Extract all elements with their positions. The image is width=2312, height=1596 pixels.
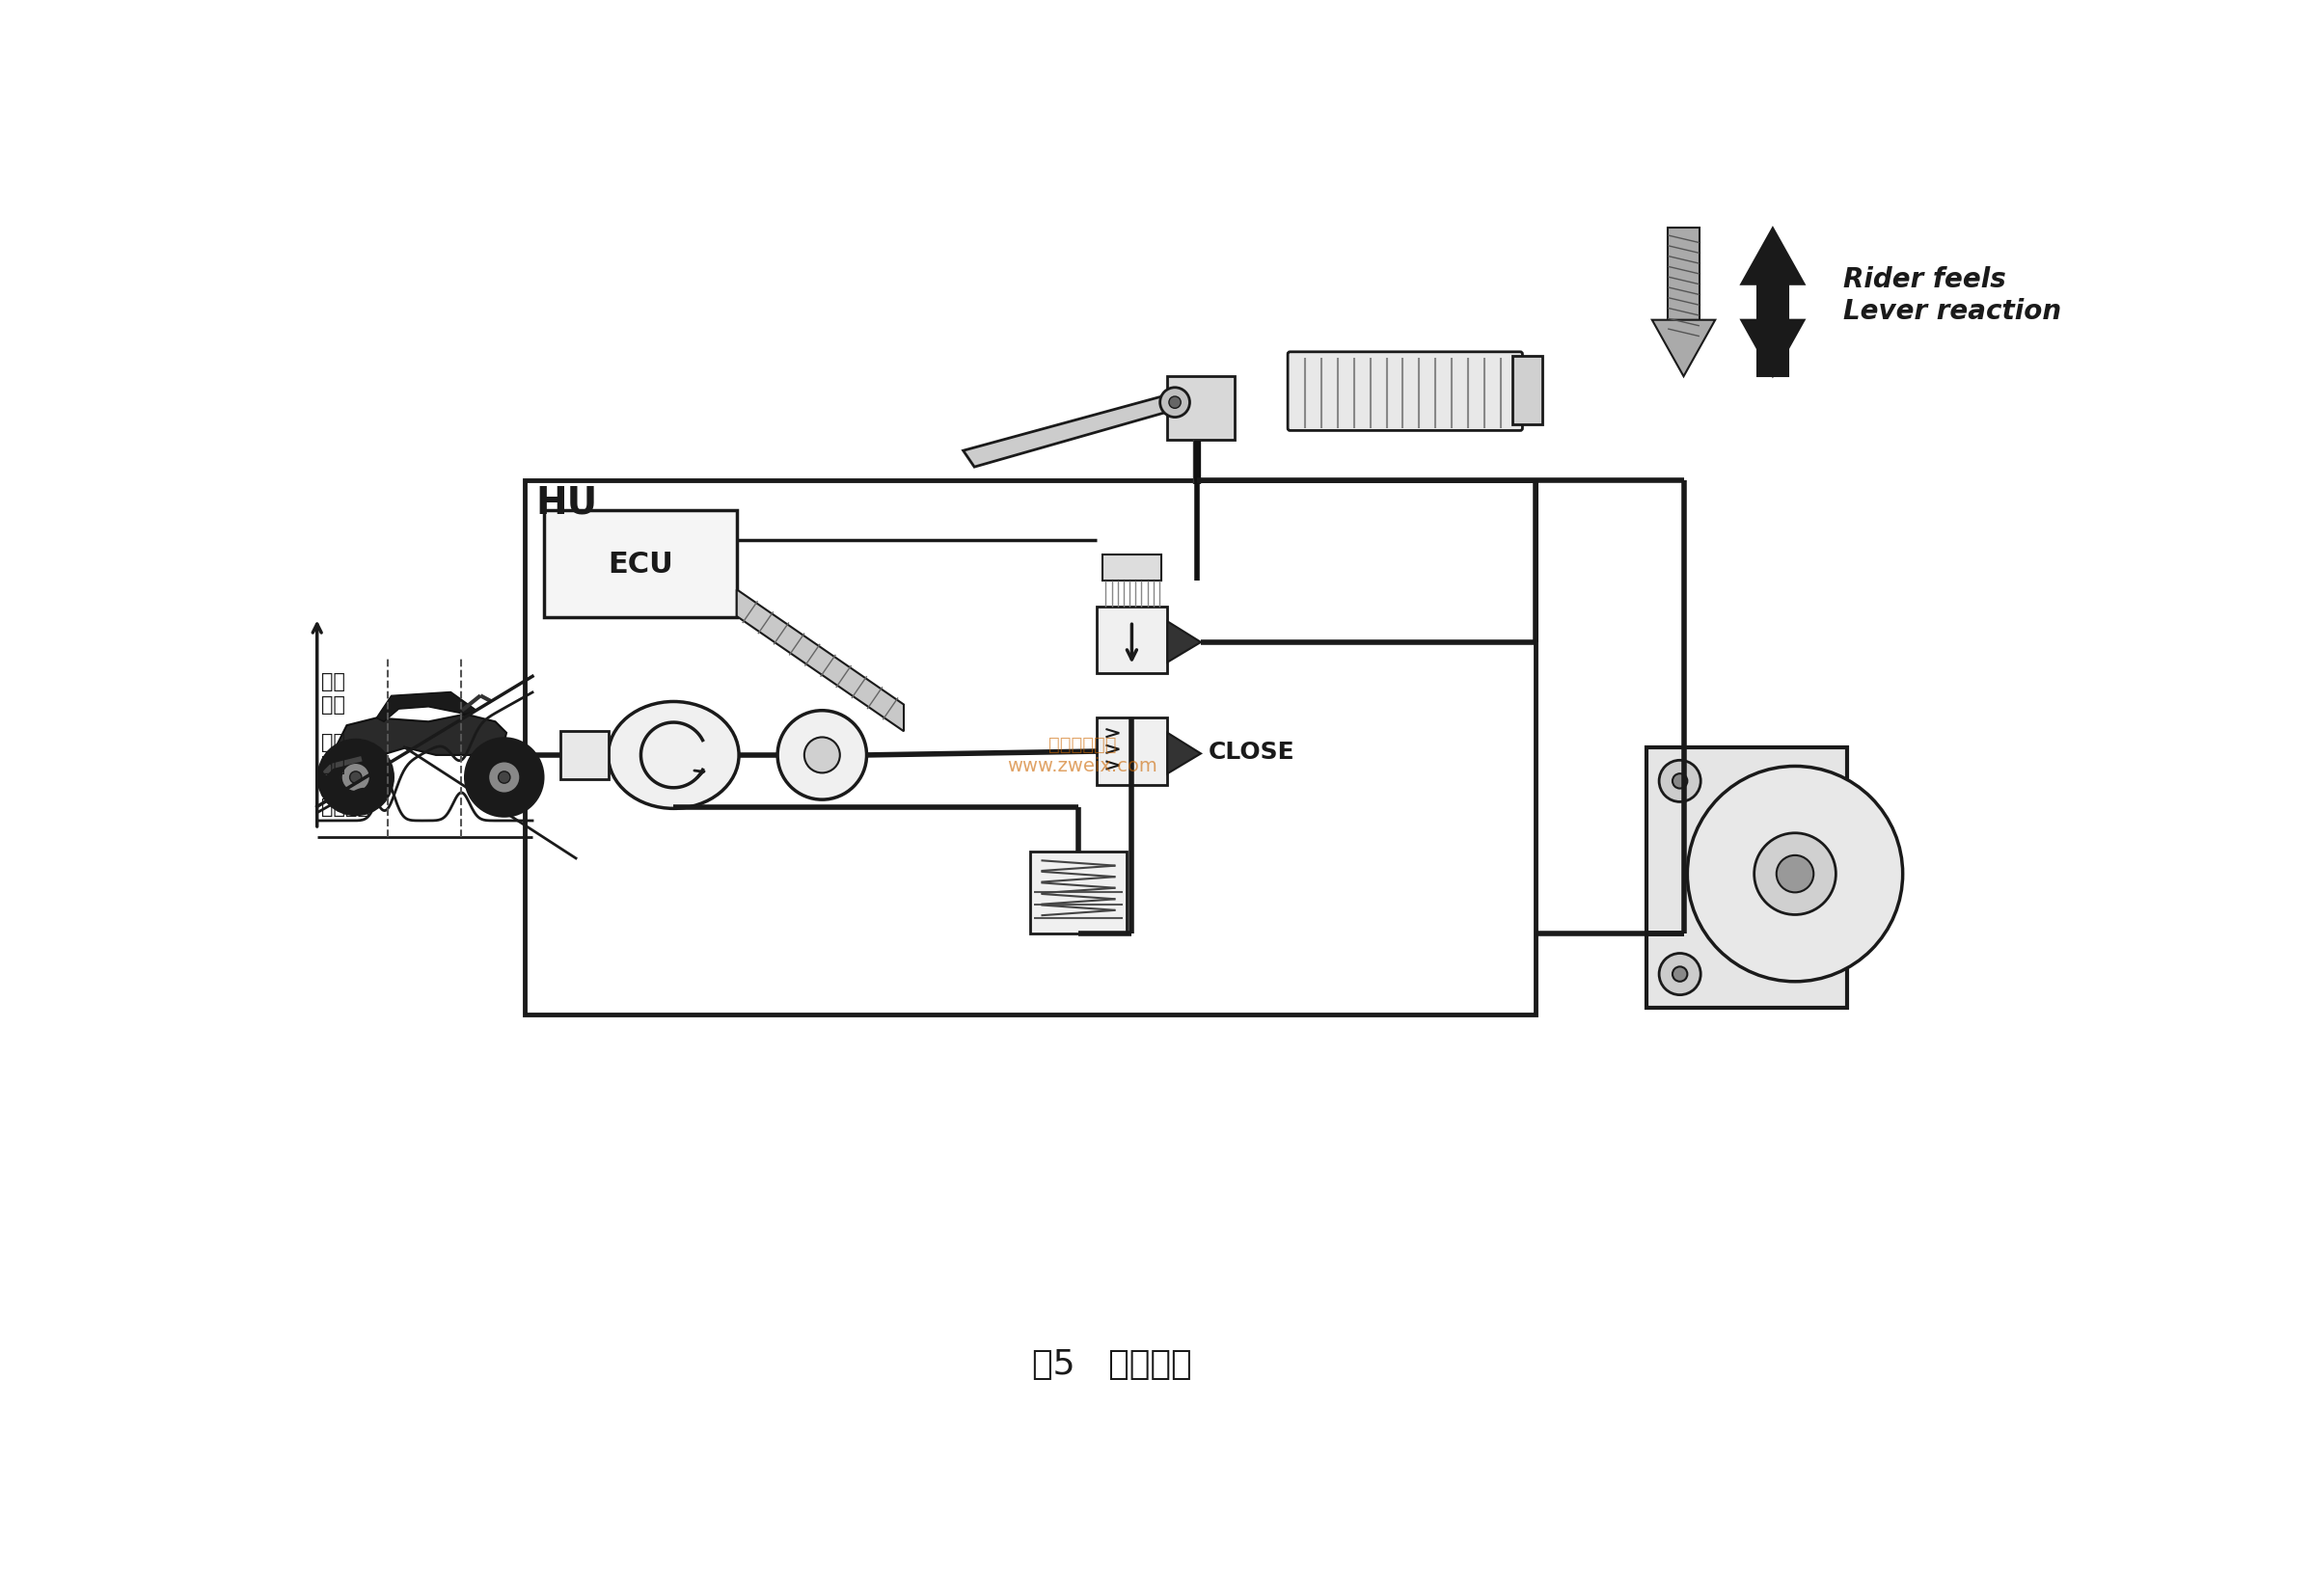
Circle shape [319, 741, 393, 816]
Circle shape [349, 772, 361, 784]
Polygon shape [1741, 228, 1803, 286]
Circle shape [499, 772, 511, 784]
Polygon shape [964, 396, 1174, 468]
Polygon shape [1741, 321, 1803, 377]
Text: 车轮
速度: 车轮 速度 [321, 733, 344, 774]
Circle shape [488, 761, 520, 795]
Circle shape [1776, 855, 1813, 892]
Circle shape [1688, 766, 1903, 982]
Polygon shape [1653, 321, 1716, 377]
Text: Rider feels
Lever reaction: Rider feels Lever reaction [1843, 267, 2062, 324]
Bar [1667, 228, 1699, 321]
Polygon shape [1168, 733, 1200, 774]
Circle shape [465, 739, 543, 817]
Bar [543, 511, 738, 618]
FancyBboxPatch shape [1288, 353, 1524, 431]
Text: HU: HU [536, 485, 599, 522]
Polygon shape [333, 715, 506, 766]
Bar [1031, 852, 1126, 934]
Text: 华强维修手册
www.zweix.com: 华强维修手册 www.zweix.com [1008, 736, 1156, 776]
Text: ECU: ECU [608, 551, 673, 578]
Polygon shape [738, 591, 904, 733]
Bar [1168, 377, 1235, 440]
Circle shape [1672, 774, 1688, 788]
Polygon shape [377, 693, 476, 721]
Bar [525, 480, 1535, 1015]
Circle shape [1660, 954, 1702, 996]
Bar [1096, 606, 1168, 674]
Bar [1103, 555, 1161, 581]
Text: 车体速度: 车体速度 [321, 798, 370, 817]
Circle shape [1170, 397, 1181, 409]
Polygon shape [1168, 622, 1200, 662]
Circle shape [805, 737, 839, 774]
Text: CLOSE: CLOSE [1209, 741, 1295, 763]
Bar [1757, 286, 1789, 377]
Ellipse shape [608, 702, 740, 809]
Circle shape [1755, 833, 1836, 915]
Bar [560, 733, 608, 779]
Circle shape [777, 710, 867, 800]
Text: 图5   保压过程: 图5 保压过程 [1031, 1347, 1191, 1381]
Circle shape [1660, 761, 1702, 803]
Polygon shape [1646, 749, 1847, 1007]
Bar [1512, 358, 1542, 425]
Circle shape [340, 763, 370, 793]
Bar [1096, 718, 1168, 785]
Text: 卡钳
压力: 卡钳 压力 [321, 672, 344, 713]
Circle shape [1161, 388, 1191, 418]
Circle shape [1672, 967, 1688, 982]
